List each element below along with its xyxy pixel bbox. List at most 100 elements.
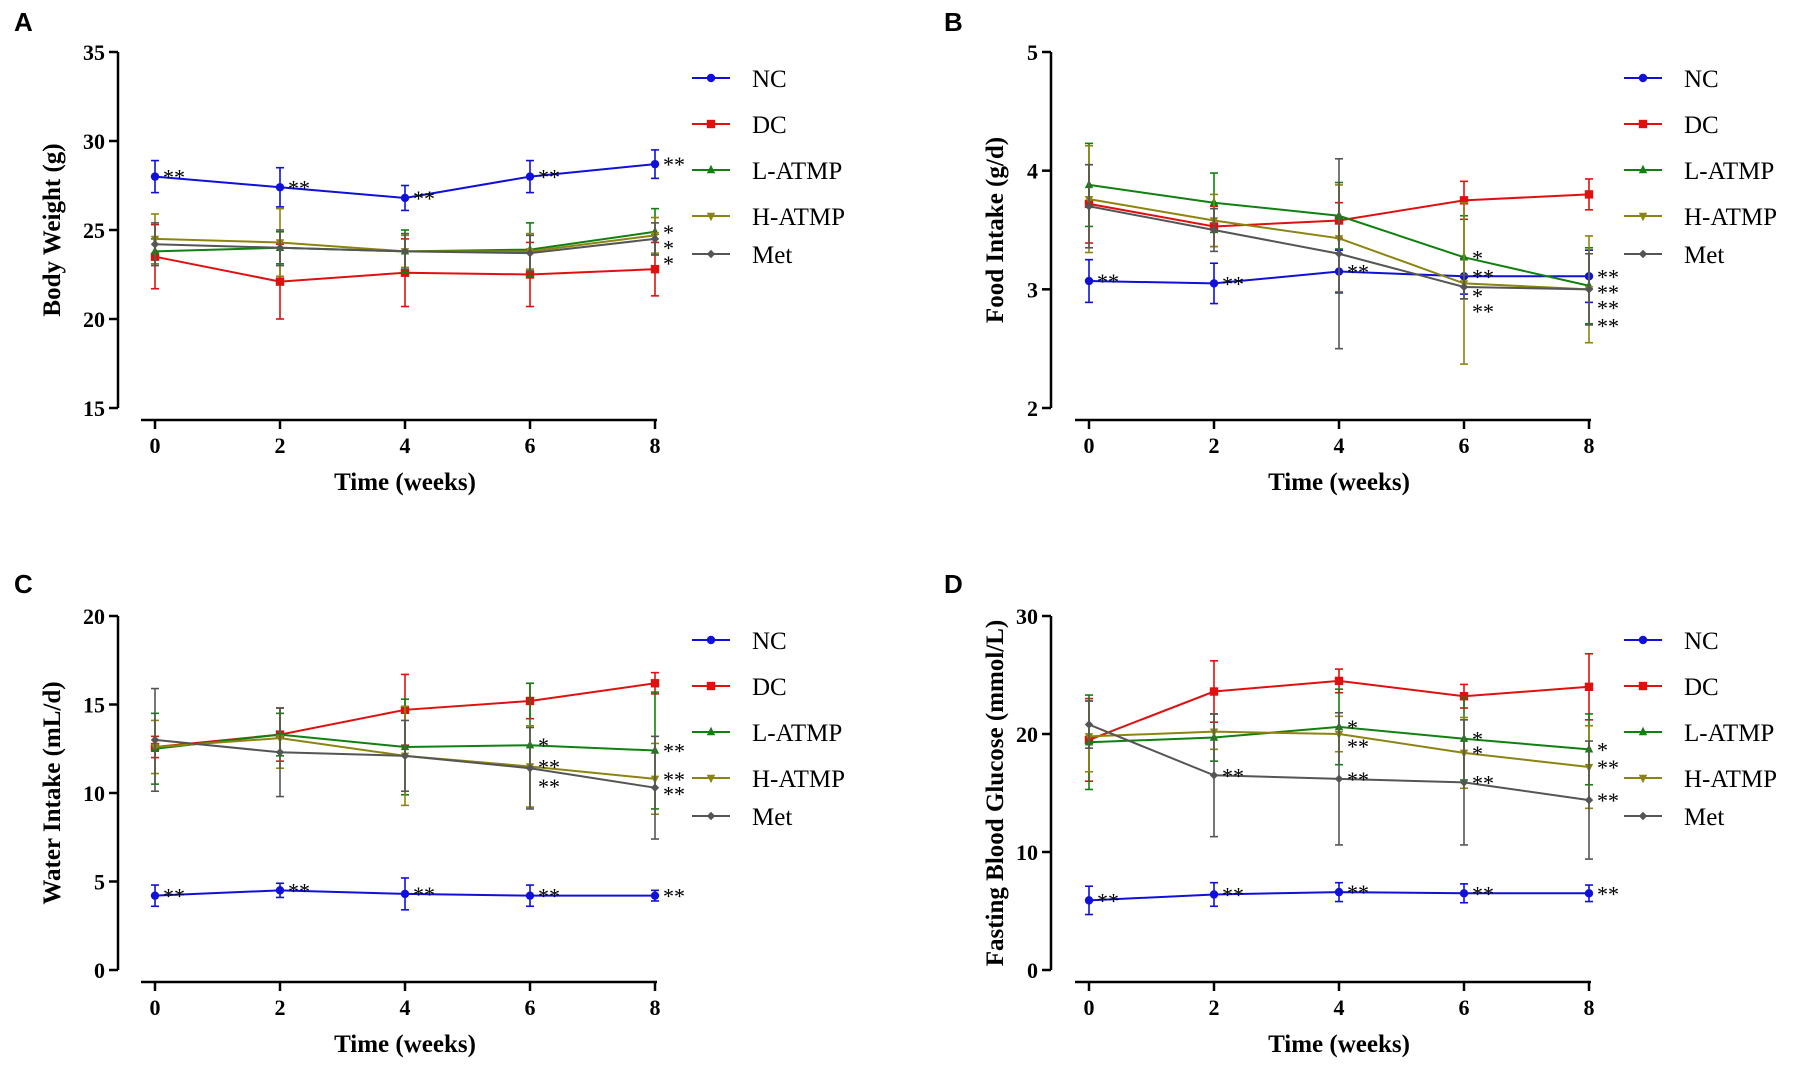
- legend-marker: [706, 73, 716, 83]
- data-point: [650, 679, 660, 688]
- x-tick-label: 4: [400, 433, 411, 458]
- data-point: [525, 172, 535, 181]
- legend-item: L-ATMP: [1624, 720, 1774, 747]
- x-tick-label: 0: [1084, 433, 1095, 458]
- legend-label: Met: [1684, 804, 1724, 831]
- legend-label: DC: [1684, 112, 1719, 139]
- legend-item: H-ATMP: [1624, 766, 1777, 793]
- data-point: [525, 764, 535, 773]
- legend-label: DC: [1684, 674, 1719, 701]
- legend-item: NC: [692, 66, 787, 93]
- significance-label: **: [1472, 299, 1494, 324]
- significance-label: **: [288, 175, 310, 200]
- series-met: [1084, 158, 1594, 350]
- y-tick-label: 0: [94, 958, 105, 983]
- data-point: [400, 751, 410, 761]
- data-point: [275, 748, 285, 757]
- significance-label: **: [1222, 882, 1244, 907]
- data-point: [650, 264, 660, 274]
- legend-item: DC: [1624, 112, 1719, 139]
- y-tick-label: 5: [94, 870, 105, 895]
- data-point: [1334, 676, 1344, 686]
- data-point: [1584, 190, 1594, 199]
- legend-item: Met: [1624, 242, 1724, 269]
- significance-label: **: [1472, 881, 1494, 906]
- significance-label: **: [1472, 264, 1494, 289]
- data-point: [650, 783, 660, 792]
- significance-label: **: [1347, 260, 1369, 285]
- x-tick-label: 4: [1334, 995, 1345, 1020]
- data-point: [1584, 682, 1594, 691]
- legend-label: L-ATMP: [752, 720, 842, 747]
- data-point: [1209, 279, 1219, 288]
- legend-item: L-ATMP: [692, 158, 842, 185]
- chart-panel-d: D 0 10 20 30 0 2 4 6 8 Time (weeks) Fasting Blood G…: [944, 569, 1777, 1058]
- y-tick-label: 20: [83, 604, 105, 629]
- significance-label: *: [1472, 741, 1483, 766]
- y-axis-title: Food Intake (g/d): [982, 137, 1009, 323]
- data-point: [650, 234, 660, 244]
- data-point: [1084, 276, 1094, 286]
- significance-label: **: [538, 884, 560, 909]
- legend-marker: [1638, 73, 1648, 83]
- data-point: [150, 735, 160, 745]
- data-point: [1084, 202, 1094, 211]
- y-tick-label: 2: [1027, 396, 1038, 421]
- legend-label: NC: [1684, 66, 1719, 93]
- legend-marker: [706, 164, 716, 174]
- x-tick-label: 8: [650, 433, 661, 458]
- significance-label: **: [1597, 755, 1619, 780]
- data-point: [1084, 896, 1094, 905]
- data-point: [1459, 778, 1469, 787]
- legend-marker: [1638, 212, 1648, 222]
- x-tick-label: 0: [150, 433, 161, 458]
- significance-label: **: [163, 884, 185, 909]
- legend-item: DC: [692, 112, 787, 139]
- y-tick-label: 30: [83, 129, 105, 154]
- legend-marker: [706, 774, 716, 784]
- legend-marker: [706, 635, 716, 645]
- data-point: [275, 277, 285, 286]
- series-nc: [150, 149, 660, 212]
- y-tick-label: 25: [83, 218, 105, 243]
- significance-label: *: [1472, 245, 1483, 270]
- data-point: [150, 891, 160, 900]
- chart-panel-a: A 15 20 25 30 35 0 2 4 6 8 Time (weeks) Body Weight …: [14, 7, 845, 496]
- y-tick-label: 15: [83, 396, 105, 421]
- y-tick-label: 30: [1016, 604, 1038, 629]
- legend-label: H-ATMP: [752, 766, 845, 793]
- x-tick-label: 6: [1459, 433, 1470, 458]
- legend: NC DC L-ATMP H-ATMP Met: [1624, 628, 1777, 831]
- y-axis-title: Fasting Blood Glucose (mmol/L): [982, 620, 1009, 967]
- y-tick-label: 10: [1016, 840, 1038, 865]
- x-tick-label: 2: [1209, 433, 1220, 458]
- legend-label: Met: [752, 242, 792, 269]
- legend-item: NC: [692, 628, 787, 655]
- y-tick-label: 15: [83, 693, 105, 718]
- data-point: [400, 889, 410, 899]
- data-point: [1209, 771, 1219, 780]
- data-point: [1209, 687, 1219, 696]
- x-axis-title: Time (weeks): [334, 469, 476, 496]
- legend-marker: [1638, 681, 1648, 691]
- significance-label: **: [413, 882, 435, 907]
- significance-label: **: [1597, 295, 1619, 320]
- legend-marker: [706, 681, 716, 691]
- significance-label: **: [538, 774, 560, 799]
- legend-item: NC: [1624, 66, 1719, 93]
- x-axis-title: Time (weeks): [1268, 469, 1410, 496]
- panel-letter: C: [14, 569, 33, 599]
- legend-item: DC: [692, 674, 787, 701]
- y-tick-label: 35: [83, 40, 105, 65]
- legend-label: H-ATMP: [752, 204, 845, 231]
- legend-marker: [1638, 811, 1648, 821]
- panel-letter: D: [944, 569, 963, 599]
- data-point: [150, 240, 160, 249]
- series-met: [150, 687, 660, 840]
- legend-marker: [706, 249, 716, 259]
- legend-item: H-ATMP: [1624, 204, 1777, 231]
- x-tick-label: 4: [1334, 433, 1345, 458]
- significance-label: **: [1597, 313, 1619, 338]
- data-point: [1334, 249, 1344, 258]
